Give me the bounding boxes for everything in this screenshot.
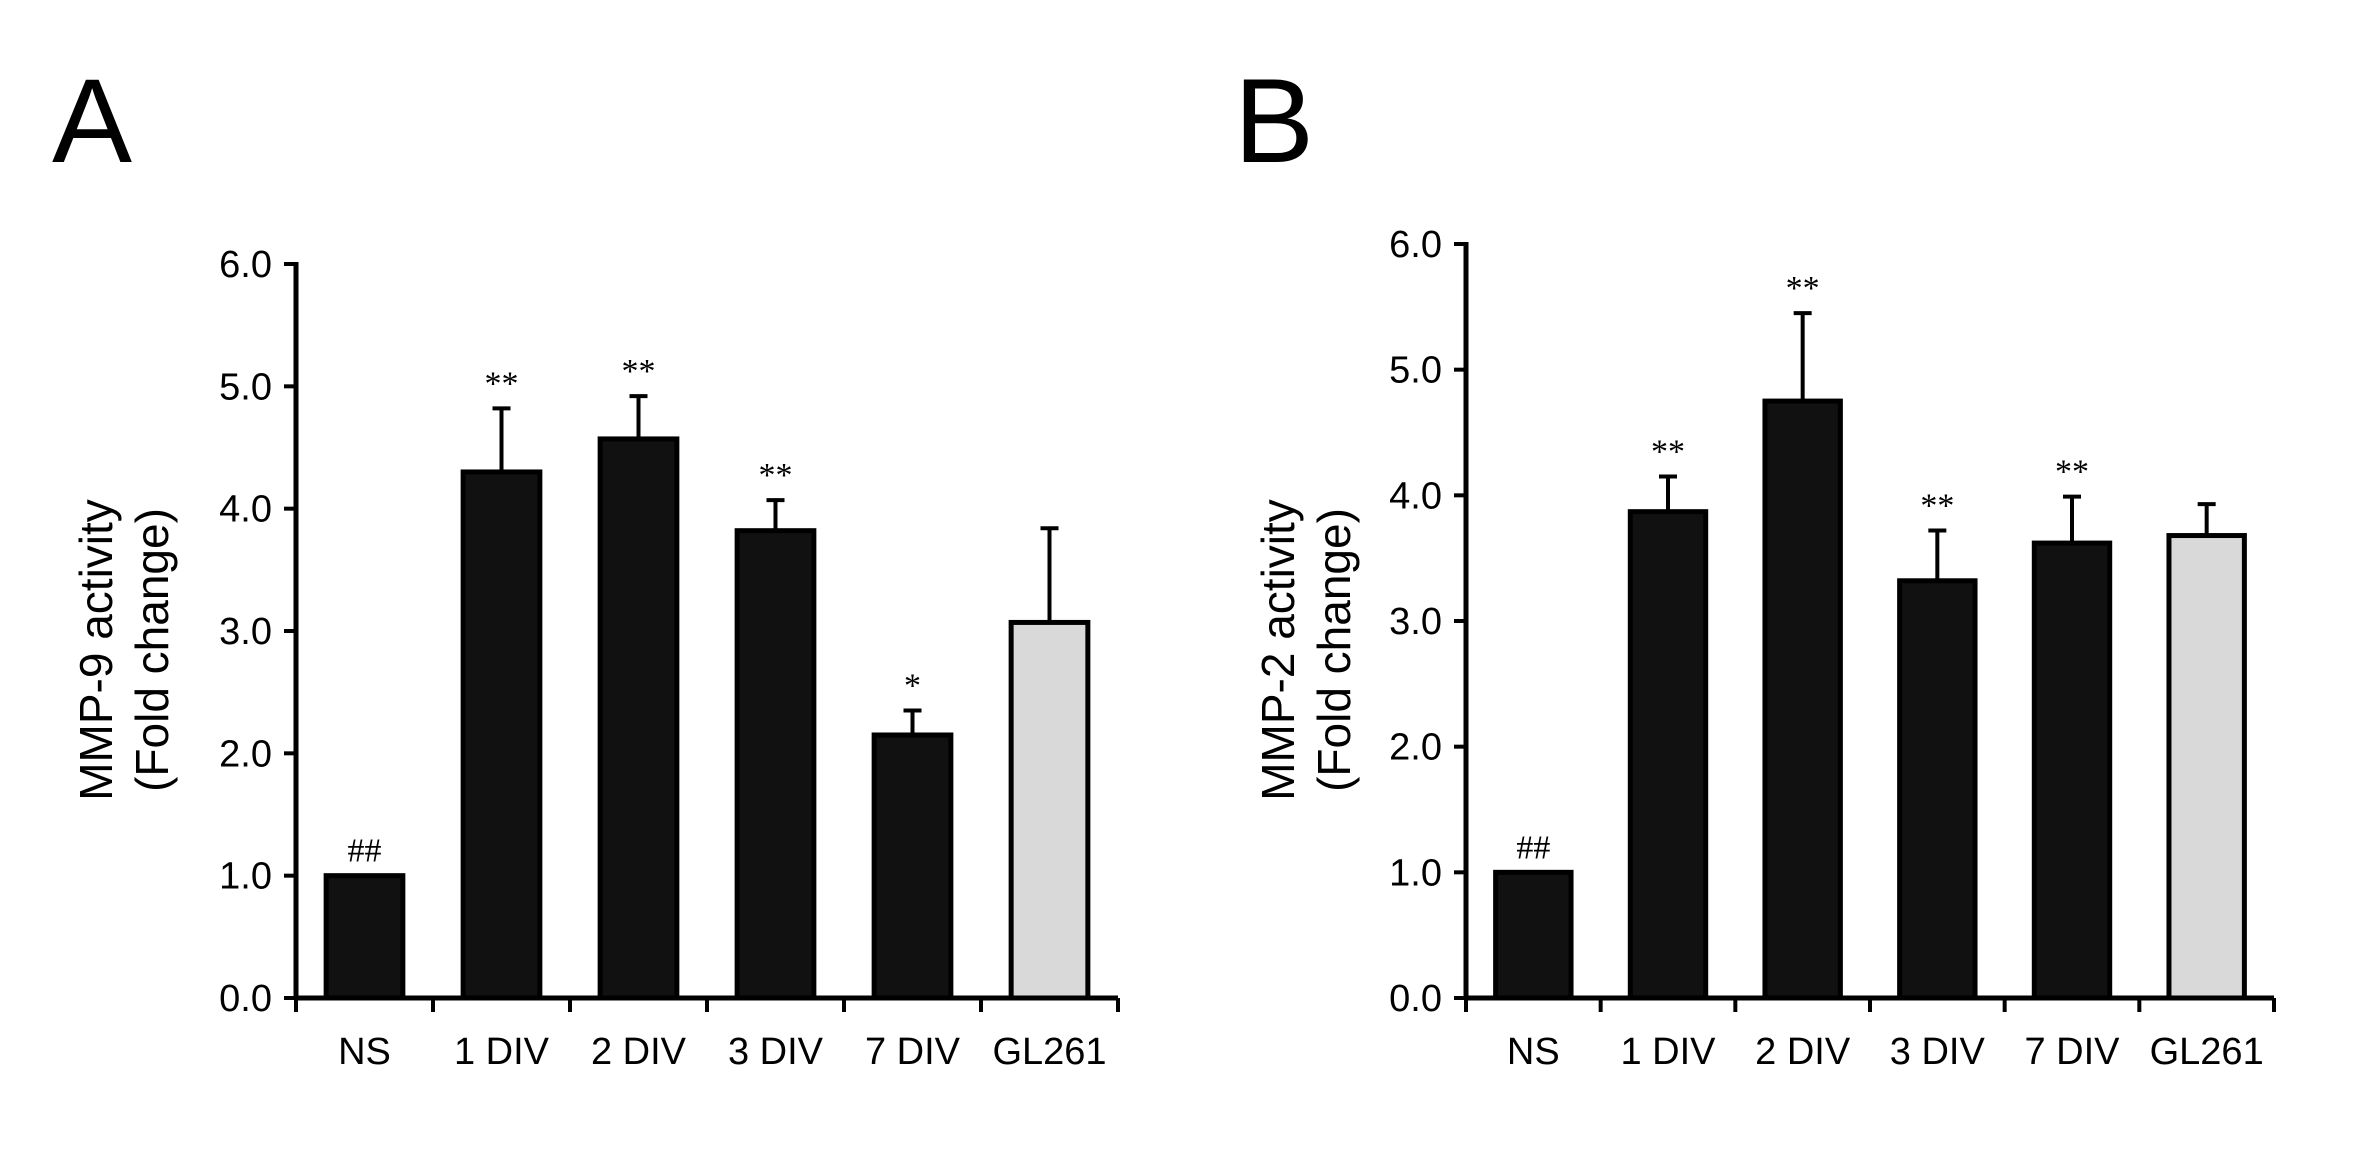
panel-b-ytick-label: 5.0 bbox=[1389, 350, 1442, 392]
panel-a-bar bbox=[460, 469, 543, 1001]
panel-a-category-label: NS bbox=[338, 1031, 391, 1073]
panel-b-ytick-label: 3.0 bbox=[1389, 601, 1442, 643]
panel-b-bar bbox=[2166, 533, 2247, 1001]
panel-b-ytick-label: 1.0 bbox=[1389, 852, 1442, 894]
panel-b-bar bbox=[1897, 578, 1978, 1001]
panel-b-category-label: GL261 bbox=[2150, 1031, 2264, 1073]
panel-a-significance-marker: ## bbox=[348, 833, 382, 870]
panel-a-significance-marker: ** bbox=[485, 365, 519, 402]
panel-a-ytick-label: 0.0 bbox=[219, 978, 272, 1020]
panel-a-ytick-label: 3.0 bbox=[219, 611, 272, 653]
panel-b-significance-marker: ** bbox=[1651, 433, 1685, 470]
panel-a-category-label: GL261 bbox=[992, 1031, 1106, 1073]
panel-b-ytick-label: 2.0 bbox=[1389, 727, 1442, 769]
panel-b-ytick-label: 4.0 bbox=[1389, 475, 1442, 517]
panel-b-letter: B bbox=[1234, 54, 1314, 188]
panel-a-category-label: 3 DIV bbox=[728, 1031, 824, 1073]
panel-b-significance-marker: ## bbox=[1516, 829, 1550, 866]
panel-b-category-label: 2 DIV bbox=[1755, 1031, 1851, 1073]
panel-a-significance-marker: * bbox=[904, 668, 921, 705]
panel-a-category-label: 1 DIV bbox=[454, 1031, 550, 1073]
panel-b-bar bbox=[2031, 540, 2113, 1001]
panel-a-bar bbox=[597, 436, 680, 1001]
panel-a-ytick-label: 5.0 bbox=[219, 366, 272, 408]
panel-a: A MMP-9 activity (Fold change) 0.0 1.0 2.0… bbox=[52, 54, 1120, 1073]
panel-b-bar bbox=[1762, 398, 1843, 1001]
panel-a-category-label: 2 DIV bbox=[591, 1031, 687, 1073]
panel-b-category-label: 1 DIV bbox=[1620, 1031, 1716, 1073]
panel-a-bar bbox=[871, 732, 954, 1001]
panel-a-significance-marker: ** bbox=[622, 353, 656, 390]
panel-b-ylabel-line2: (Fold change) bbox=[1308, 508, 1360, 792]
panel-a-ytick-label: 4.0 bbox=[219, 489, 272, 531]
panel-a-ylabel-line1: MMP-9 activity bbox=[70, 499, 122, 801]
panel-b-significance-marker: ** bbox=[1920, 488, 1954, 525]
panel-b-bar bbox=[1493, 869, 1574, 1001]
panel-b-category-label: NS bbox=[1507, 1031, 1560, 1073]
panel-a-letter: A bbox=[52, 54, 132, 188]
panel-a-plot-area: 0.0 1.0 2.0 3.0 4.0 5.0 6.0 ## NS ** 1 DIV ** 2 DIV *… bbox=[219, 244, 1120, 1073]
panel-b-ylabel-line1: MMP-2 activity bbox=[1252, 499, 1304, 801]
panel-a-category-label: 7 DIV bbox=[865, 1031, 961, 1073]
panel-a-bar bbox=[1008, 619, 1091, 1001]
panel-a-bar bbox=[323, 873, 406, 1001]
panel-b-category-label: 3 DIV bbox=[1890, 1031, 1986, 1073]
panel-b-bar bbox=[1627, 509, 1709, 1001]
panel-b-ytick-label: 6.0 bbox=[1389, 224, 1442, 266]
panel-a-bar bbox=[734, 528, 817, 1001]
panel-b-significance-marker: ** bbox=[1786, 270, 1820, 307]
panel-a-significance-marker: ** bbox=[759, 457, 793, 494]
panel-b-category-label: 7 DIV bbox=[2024, 1031, 2120, 1073]
panel-a-ylabel-line2: (Fold change) bbox=[126, 508, 178, 792]
panel-b-ytick-label: 0.0 bbox=[1389, 978, 1442, 1020]
panel-a-ytick-label: 1.0 bbox=[219, 856, 272, 898]
panel-a-ytick-label: 6.0 bbox=[219, 244, 272, 286]
panel-a-ytick-label: 2.0 bbox=[219, 733, 272, 775]
panel-b: B MMP-2 activity (Fold change) 0.0 1.0 2.0… bbox=[1234, 54, 2276, 1073]
panel-b-plot-area: 0.0 1.0 2.0 3.0 4.0 5.0 6.0 ## NS ** 1 DIV ** 2 DIV *… bbox=[1389, 224, 2276, 1073]
panel-b-significance-marker: ** bbox=[2055, 454, 2089, 491]
